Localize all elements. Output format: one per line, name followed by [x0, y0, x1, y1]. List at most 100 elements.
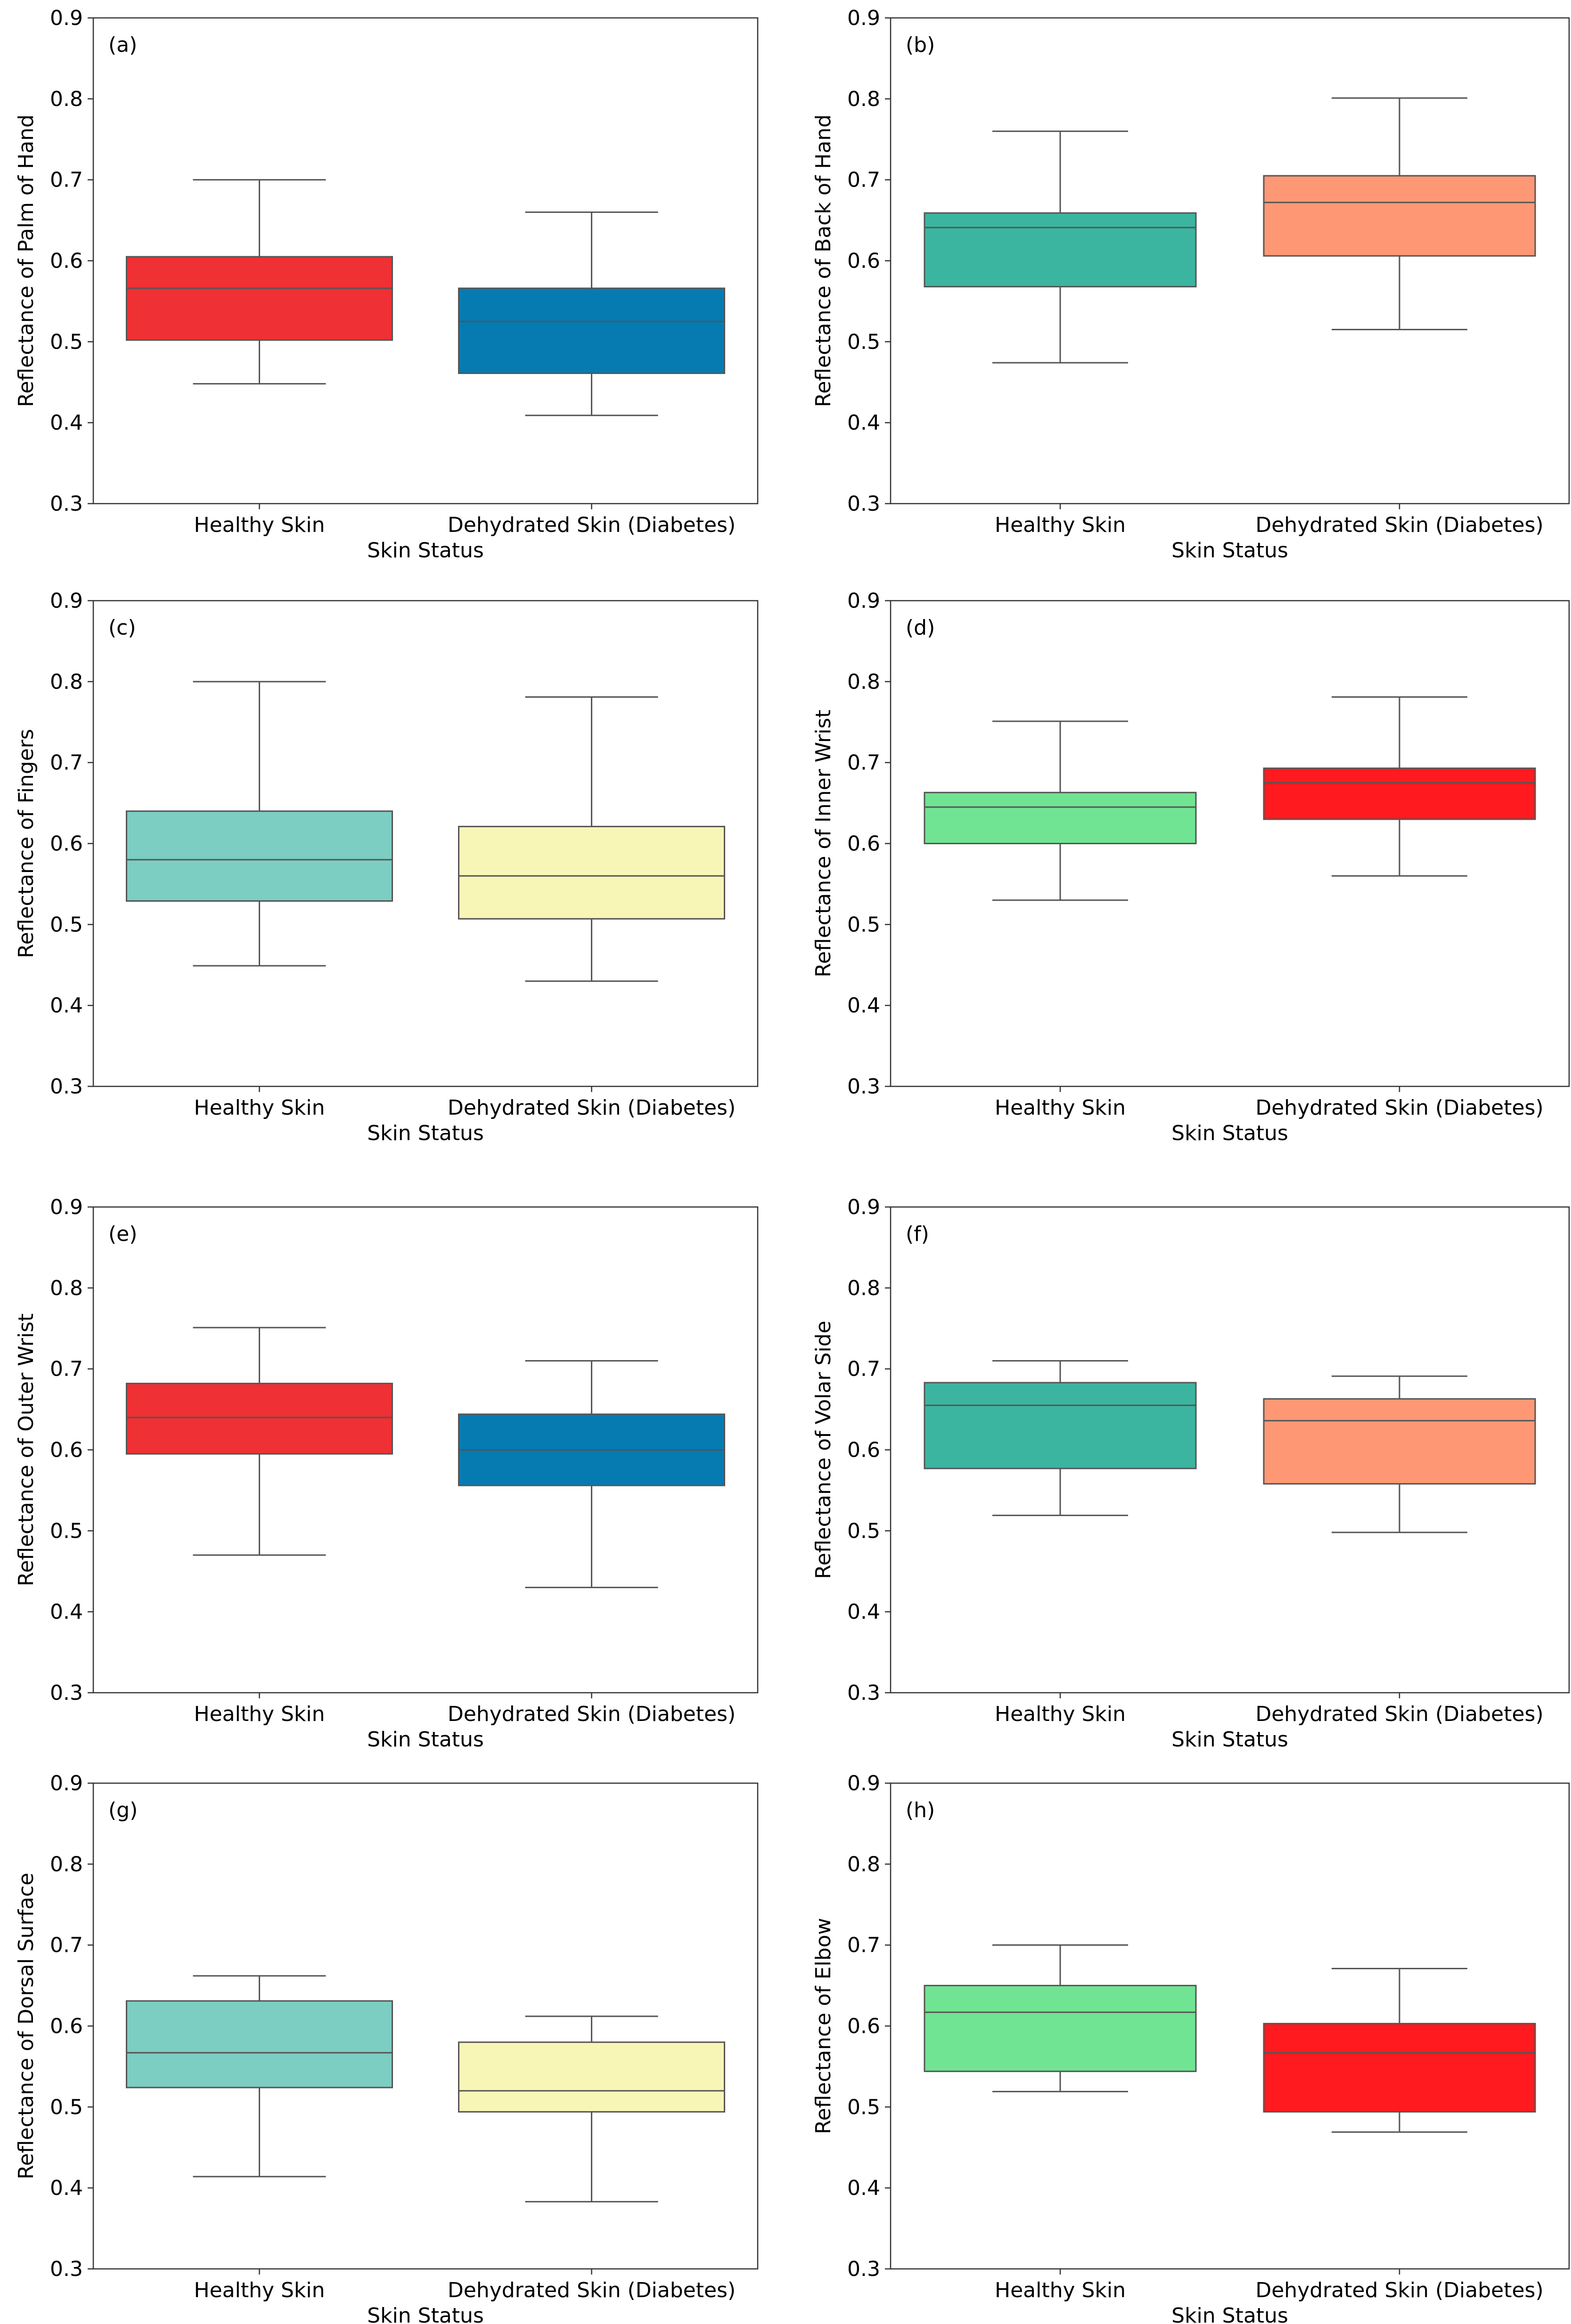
y-tick-label: 0.8 [50, 1852, 83, 1876]
y-tick-label: 0.8 [50, 1276, 83, 1300]
box-0 [924, 1360, 1197, 1517]
panel-f: 0.3 0.4 0.5 0.6 0.7 0.8 0.9 Healthy Skin Dehydra… [811, 1195, 1570, 1752]
y-tick-label: 0.7 [50, 1933, 83, 1957]
box-0 [924, 1944, 1197, 2093]
x-tick-label: Dehydrated Skin (Diabetes) [1255, 1096, 1543, 1120]
y-tick-label: 0.5 [847, 913, 880, 937]
y-tick-label: 0.8 [50, 670, 83, 694]
y-tick-label: 0.4 [847, 411, 880, 435]
y-axis-label: Reflectance of Outer Wrist [14, 1313, 38, 1586]
y-tick-label: 0.8 [50, 87, 83, 111]
y-tick-label: 0.9 [50, 1195, 83, 1219]
box-0 [126, 1327, 393, 1556]
box-1 [458, 211, 725, 416]
box-0 [924, 720, 1197, 901]
y-tick-label: 0.5 [50, 913, 83, 937]
iqr-box [924, 212, 1197, 287]
box-1 [1263, 696, 1536, 877]
y-tick-label: 0.9 [50, 1771, 83, 1795]
y-tick-label: 0.3 [847, 2257, 880, 2281]
y-tick-label: 0.4 [847, 2176, 880, 2200]
iqr-box [126, 2000, 393, 2088]
y-tick-label: 0.5 [847, 1519, 880, 1543]
x-tick-label: Healthy Skin [194, 1702, 325, 1726]
y-tick-label: 0.7 [847, 1357, 880, 1381]
box-1 [458, 2015, 725, 2202]
x-axis-label: Skin Status [367, 1728, 484, 1752]
y-tick-label: 0.4 [847, 1600, 880, 1624]
iqr-box [924, 1985, 1197, 2072]
x-axis-label: Skin Status [367, 1121, 484, 1145]
box-1 [1263, 1967, 1536, 2133]
iqr-box [458, 825, 725, 920]
y-tick-label: 0.9 [847, 1195, 880, 1219]
y-axis-label: Reflectance of Volar Side [811, 1321, 835, 1579]
panel-h: 0.3 0.4 0.5 0.6 0.7 0.8 0.9 Healthy Skin Dehydra… [811, 1771, 1570, 2324]
y-tick-label: 0.7 [847, 1933, 880, 1957]
x-axis-label: Skin Status [1171, 1728, 1288, 1752]
x-axis-label: Skin Status [367, 2304, 484, 2324]
x-tick-label: Dehydrated Skin (Diabetes) [448, 2278, 736, 2302]
y-tick-label: 0.5 [50, 1519, 83, 1543]
y-tick-label: 0.7 [50, 1357, 83, 1381]
panel-b: 0.3 0.4 0.5 0.6 0.7 0.8 0.9 Healthy Skin Dehydra… [811, 6, 1570, 563]
y-tick-label: 0.6 [847, 1438, 880, 1462]
y-tick-label: 0.9 [847, 6, 880, 30]
panel-e: 0.3 0.4 0.5 0.6 0.7 0.8 0.9 Healthy Skin Dehydra… [14, 1195, 759, 1752]
y-tick-label: 0.5 [50, 2095, 83, 2119]
y-axis-label: Reflectance of Dorsal Surface [14, 1873, 38, 2179]
panel-a: 0.3 0.4 0.5 0.6 0.7 0.8 0.9 Healthy Skin Dehydra… [14, 6, 759, 563]
panel-label: (b) [906, 33, 935, 57]
x-tick-label: Healthy Skin [194, 513, 325, 537]
y-tick-label: 0.3 [847, 1681, 880, 1705]
y-tick-label: 0.8 [847, 670, 880, 694]
panel-label: (f) [906, 1222, 929, 1246]
y-tick-label: 0.6 [847, 249, 880, 273]
y-tick-label: 0.3 [50, 1681, 83, 1705]
box-0 [126, 681, 393, 967]
y-tick-label: 0.4 [50, 994, 83, 1018]
iqr-box [458, 2041, 725, 2113]
x-tick-label: Dehydrated Skin (Diabetes) [448, 1096, 736, 1120]
y-tick-label: 0.7 [847, 751, 880, 775]
box-1 [458, 696, 725, 982]
iqr-box [924, 791, 1197, 844]
y-tick-label: 0.5 [847, 330, 880, 354]
x-axis-label: Skin Status [1171, 2304, 1288, 2324]
y-tick-label: 0.7 [847, 168, 880, 192]
x-axis-label: Skin Status [367, 538, 484, 563]
panel-label: (a) [108, 33, 137, 57]
y-tick-label: 0.8 [847, 1276, 880, 1300]
y-tick-label: 0.3 [50, 2257, 83, 2281]
y-tick-label: 0.7 [50, 168, 83, 192]
y-axis-label: Reflectance of Inner Wrist [811, 709, 835, 977]
y-tick-label: 0.6 [50, 1438, 83, 1462]
iqr-box [126, 1383, 393, 1455]
x-tick-label: Dehydrated Skin (Diabetes) [1255, 513, 1543, 537]
y-tick-label: 0.9 [847, 589, 880, 613]
box-0 [126, 1975, 393, 2177]
x-tick-label: Healthy Skin [995, 2278, 1126, 2302]
panel-d: 0.3 0.4 0.5 0.6 0.7 0.8 0.9 Healthy Skin Dehydra… [811, 589, 1570, 1145]
iqr-box [126, 256, 393, 341]
iqr-box [1263, 2022, 1536, 2113]
x-axis-label: Skin Status [1171, 538, 1288, 563]
y-tick-label: 0.6 [847, 832, 880, 856]
y-tick-label: 0.4 [50, 411, 83, 435]
y-axis-label: Reflectance of Elbow [811, 1918, 835, 2134]
y-tick-label: 0.7 [50, 751, 83, 775]
y-axis-label: Reflectance of Back of Hand [811, 114, 835, 407]
y-axis-label: Reflectance of Palm of Hand [14, 114, 38, 407]
x-tick-label: Healthy Skin [995, 1702, 1126, 1726]
y-tick-label: 0.3 [847, 492, 880, 516]
x-tick-label: Healthy Skin [995, 1096, 1126, 1120]
y-tick-label: 0.3 [50, 492, 83, 516]
x-tick-label: Healthy Skin [995, 513, 1126, 537]
x-tick-label: Dehydrated Skin (Diabetes) [1255, 2278, 1543, 2302]
panel-label: (d) [906, 616, 935, 640]
box-1 [1263, 1375, 1536, 1533]
panel-g: 0.3 0.4 0.5 0.6 0.7 0.8 0.9 Healthy Skin Dehydra… [14, 1771, 759, 2324]
box-0 [924, 130, 1197, 364]
y-tick-label: 0.4 [847, 994, 880, 1018]
y-axis-label: Reflectance of Fingers [14, 729, 38, 958]
